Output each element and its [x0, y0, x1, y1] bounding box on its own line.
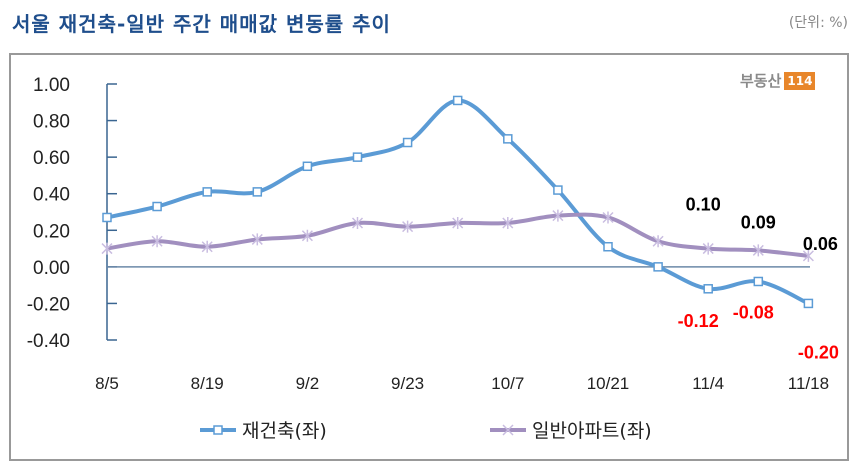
y-tick-label: 1.00 — [33, 75, 70, 96]
data-label: -0.20 — [798, 342, 839, 362]
y-tick-label: -0.20 — [27, 294, 70, 315]
data-point-marker — [753, 276, 764, 287]
x-tick-label: 8/19 — [191, 374, 224, 393]
data-point-marker — [102, 212, 112, 223]
y-tick-label: -0.40 — [27, 331, 70, 352]
x-tick-label: 9/23 — [391, 374, 424, 393]
y-tick-label: 0.80 — [33, 112, 70, 133]
logo-badge: 114 — [784, 71, 816, 90]
data-point-marker — [252, 187, 263, 197]
data-point-marker — [502, 216, 514, 229]
data-point-marker — [602, 211, 614, 224]
data-point-marker — [652, 235, 664, 248]
chart-frame — [9, 53, 849, 461]
logo: 부동산 114 — [740, 70, 816, 91]
legend-marker — [502, 424, 514, 436]
data-point-marker — [553, 185, 563, 195]
y-tick-label: 0.60 — [33, 148, 70, 169]
data-point-marker — [603, 241, 613, 252]
data-point-marker — [803, 298, 814, 309]
x-tick-label: 9/2 — [296, 374, 320, 393]
data-label: -0.12 — [678, 311, 719, 331]
data-point-marker — [703, 284, 713, 294]
legend-marker — [213, 425, 223, 435]
data-point-marker — [101, 242, 113, 255]
y-tick-label: 0.20 — [33, 221, 70, 242]
data-point-marker — [202, 187, 212, 197]
data-point-marker — [351, 216, 364, 229]
data-point-marker — [503, 134, 513, 144]
logo-text: 부동산 — [740, 72, 782, 90]
chart-title: 서울 재건축-일반 주간 매매값 변동률 추이 — [12, 12, 391, 36]
x-tick-label: 11/4 — [692, 374, 724, 393]
data-point-marker — [752, 244, 764, 257]
x-tick-label: 11/18 — [788, 374, 829, 393]
legend-label: 일반아파트(좌) — [532, 420, 652, 442]
x-tick-label: 10/21 — [587, 374, 630, 393]
data-point-marker — [152, 201, 162, 212]
data-label: 0.06 — [803, 234, 838, 254]
data-label: 0.10 — [686, 195, 721, 215]
data-point-marker — [552, 209, 564, 222]
y-tick-label: 0.40 — [33, 185, 70, 206]
x-tick-label: 10/7 — [491, 374, 524, 393]
data-point-marker — [352, 152, 363, 162]
data-point-marker — [402, 220, 414, 233]
data-point-marker — [452, 216, 464, 229]
data-point-marker — [653, 262, 663, 272]
data-point-marker — [452, 95, 463, 106]
data-point-marker — [802, 249, 814, 262]
unit-label: (단위: %) — [788, 15, 848, 31]
data-point-marker — [201, 240, 213, 253]
data-label: -0.08 — [733, 302, 774, 322]
data-point-marker — [402, 137, 413, 148]
data-point-marker — [702, 242, 714, 255]
y-tick-label: 0.00 — [33, 258, 70, 279]
data-point-marker — [251, 233, 263, 246]
legend-label: 재건축(좌) — [242, 420, 327, 442]
data-point-marker — [151, 235, 163, 248]
data-label: 0.09 — [741, 212, 776, 232]
data-point-marker — [301, 229, 313, 242]
x-tick-label: 8/5 — [95, 374, 119, 393]
data-point-marker — [302, 161, 313, 172]
